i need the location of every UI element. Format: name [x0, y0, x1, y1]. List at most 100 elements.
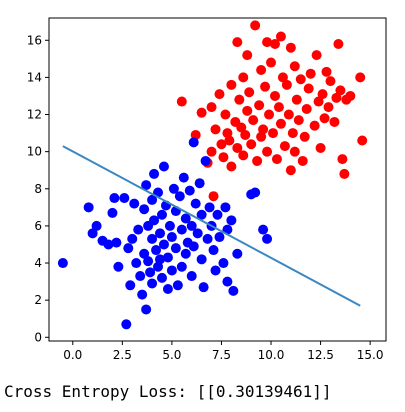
- y-tick-label: 8: [34, 182, 42, 196]
- red-point: [208, 191, 219, 202]
- blue-point: [220, 202, 231, 213]
- blue-point: [155, 228, 166, 239]
- red-point: [287, 128, 298, 139]
- blue-point: [176, 261, 187, 272]
- blue-point: [129, 198, 140, 209]
- red-point: [236, 122, 247, 133]
- blue-point: [164, 220, 175, 231]
- blue-point: [83, 202, 94, 213]
- blue-point: [111, 237, 122, 248]
- blue-point: [162, 284, 173, 295]
- red-point: [269, 38, 280, 49]
- blue-point: [226, 215, 237, 226]
- red-point: [337, 154, 348, 165]
- red-point: [238, 150, 249, 161]
- blue-point: [103, 239, 114, 250]
- blue-point: [258, 224, 269, 235]
- y-tick-label: 2: [34, 293, 42, 307]
- blue-point: [141, 180, 152, 191]
- blue-point: [166, 265, 177, 276]
- red-point: [335, 85, 346, 96]
- red-point: [258, 124, 269, 135]
- y-tick-label: 16: [27, 33, 42, 47]
- red-point: [176, 96, 187, 107]
- blue-point: [139, 204, 150, 215]
- blue-point: [109, 193, 120, 204]
- y-tick-label: 0: [34, 330, 42, 344]
- blue-point: [123, 243, 134, 254]
- red-point: [218, 152, 229, 163]
- red-point: [329, 116, 340, 127]
- blue-point: [210, 265, 221, 276]
- y-tick-label: 14: [27, 70, 42, 84]
- red-point: [268, 128, 279, 139]
- blue-point: [188, 137, 199, 148]
- red-point: [305, 68, 316, 79]
- blue-point: [158, 239, 169, 250]
- red-point: [250, 20, 261, 31]
- blue-point: [222, 276, 233, 287]
- red-point: [331, 92, 342, 103]
- red-point: [317, 89, 328, 100]
- blue-point: [208, 245, 219, 256]
- red-point: [313, 96, 324, 107]
- red-point: [220, 109, 231, 120]
- blue-point: [162, 252, 173, 263]
- red-point: [232, 37, 243, 48]
- blue-point: [186, 220, 197, 231]
- blue-point: [127, 233, 138, 244]
- red-point: [323, 102, 334, 113]
- red-point: [315, 142, 326, 153]
- red-point: [291, 94, 302, 105]
- red-point: [252, 155, 263, 166]
- blue-point: [180, 248, 191, 259]
- y-tick-label: 4: [34, 256, 42, 270]
- red-point: [232, 142, 243, 153]
- red-point: [279, 141, 290, 152]
- scatter-chart: 0.0 2.5 5.0 7.5 10.0 12.5 15.0 0 2 4 6 8 10 12 14 16: [27, 17, 387, 362]
- red-point: [244, 87, 255, 98]
- blue-point: [200, 155, 211, 166]
- red-point: [254, 100, 265, 111]
- red-point: [325, 76, 336, 87]
- red-point: [271, 154, 282, 165]
- blue-point: [107, 207, 118, 218]
- x-tick-label: 5.0: [162, 348, 181, 362]
- loss-output-text: Cross Entropy Loss: [[0.30139461]]: [4, 382, 332, 401]
- red-point: [224, 135, 235, 146]
- blue-point: [145, 267, 156, 278]
- red-point: [339, 168, 350, 179]
- red-point: [266, 57, 277, 68]
- blue-point: [176, 224, 187, 235]
- blue-point: [196, 209, 207, 220]
- y-tick-label: 12: [27, 108, 42, 122]
- red-point: [216, 139, 227, 150]
- red-point: [301, 103, 312, 114]
- blue-point: [137, 289, 148, 300]
- blue-point: [143, 256, 154, 267]
- blue-point: [147, 194, 158, 205]
- blue-point: [212, 209, 223, 220]
- blue-point: [158, 161, 169, 172]
- red-point: [285, 42, 296, 53]
- red-point: [303, 83, 314, 94]
- red-point: [214, 89, 225, 100]
- blue-point: [139, 248, 150, 259]
- blue-point: [170, 243, 181, 254]
- red-point: [256, 64, 267, 75]
- red-point: [309, 120, 320, 131]
- blue-point: [113, 261, 124, 272]
- red-point: [248, 115, 259, 126]
- blue-point: [218, 258, 229, 269]
- red-point: [345, 90, 356, 101]
- blue-point: [172, 280, 183, 291]
- red-point: [240, 129, 251, 140]
- blue-point: [168, 183, 179, 194]
- x-tick-label: 12.5: [307, 348, 334, 362]
- red-point: [264, 109, 275, 120]
- red-point: [295, 74, 306, 85]
- red-point: [242, 50, 253, 61]
- red-point: [206, 102, 217, 113]
- red-point: [277, 72, 288, 83]
- blue-point: [121, 319, 132, 330]
